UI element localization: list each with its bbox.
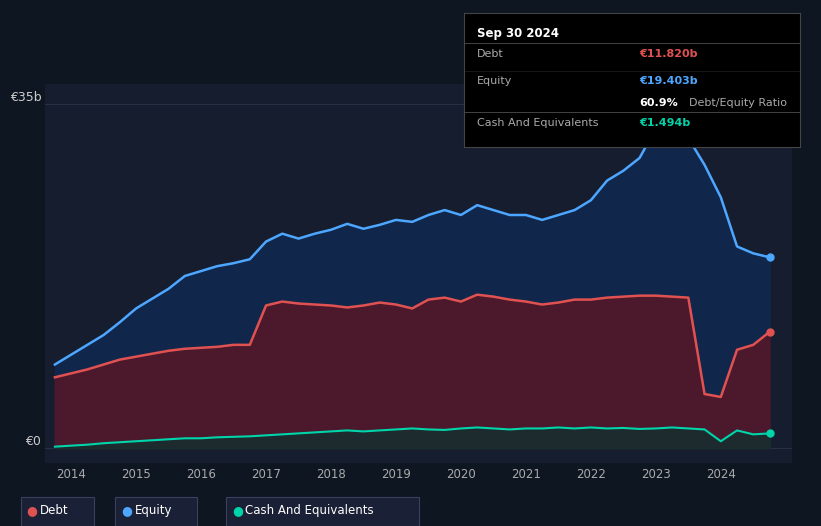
Text: €0: €0 — [25, 435, 41, 448]
Text: Sep 30 2024: Sep 30 2024 — [477, 26, 559, 39]
Text: ●: ● — [232, 504, 243, 517]
Text: €11.820b: €11.820b — [639, 49, 697, 59]
Text: Equity: Equity — [477, 76, 512, 86]
Text: ●: ● — [121, 504, 132, 517]
Text: Debt: Debt — [477, 49, 504, 59]
Text: Cash And Equivalents: Cash And Equivalents — [477, 118, 599, 128]
Text: ●: ● — [26, 504, 38, 517]
Text: €1.494b: €1.494b — [639, 118, 690, 128]
Text: €35b: €35b — [10, 91, 41, 104]
Text: 60.9%: 60.9% — [639, 98, 677, 108]
Text: Debt/Equity Ratio: Debt/Equity Ratio — [690, 98, 787, 108]
Text: €19.403b: €19.403b — [639, 76, 698, 86]
Text: Debt: Debt — [40, 504, 69, 517]
Text: Equity: Equity — [135, 504, 172, 517]
Text: Cash And Equivalents: Cash And Equivalents — [245, 504, 374, 517]
